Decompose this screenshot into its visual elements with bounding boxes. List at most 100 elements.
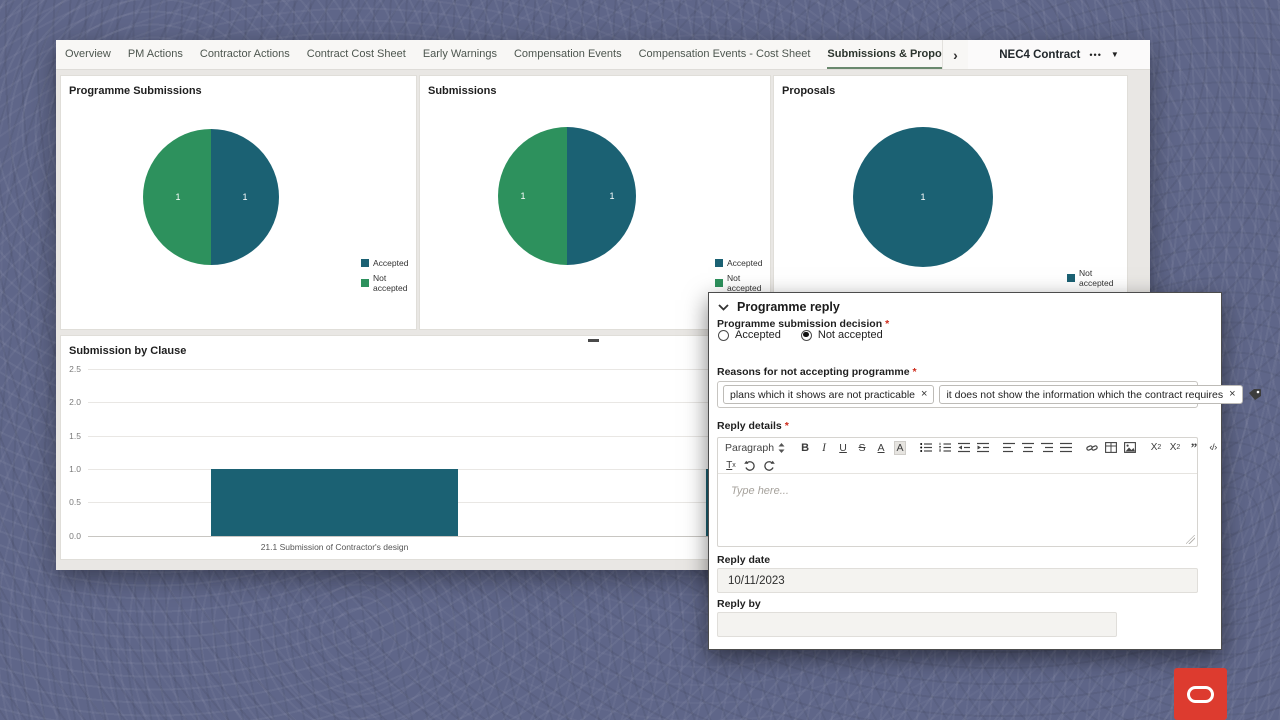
chart-legend: Accepted Not accepted (361, 258, 416, 293)
tab-compensation-events-cost-sheet[interactable]: Compensation Events - Cost Sheet (638, 48, 811, 60)
reply-date-label: Reply date (717, 554, 771, 566)
align-right-button[interactable] (1041, 440, 1054, 455)
chip-label: plans which it shows are not practicable (730, 388, 916, 401)
font-color-button[interactable]: A (877, 441, 885, 454)
reason-picker-tag-icon[interactable] (1248, 388, 1262, 401)
legend-label: Not accepted (727, 273, 762, 293)
chart-title: Submission by Clause (69, 345, 187, 357)
chip-remove-icon[interactable]: × (921, 388, 928, 400)
y-tick-label: 2.0 (69, 397, 81, 407)
tab-pm-actions[interactable]: PM Actions (127, 48, 183, 60)
pie-chart-proposals[interactable] (853, 127, 993, 267)
y-tick-label: 2.5 (69, 364, 81, 374)
tab-early-warnings[interactable]: Early Warnings (422, 48, 497, 60)
underline-button[interactable]: U (839, 441, 847, 454)
radio-icon-selected[interactable] (800, 329, 812, 341)
decision-label: Programme submission decision * (717, 318, 890, 330)
required-mark: * (885, 318, 890, 330)
reason-chip: it does not show the information which t… (939, 385, 1243, 404)
chip-remove-icon[interactable]: × (1229, 388, 1236, 400)
rich-text-editor: Paragraph B I U S A A (717, 437, 1217, 547)
bold-button[interactable]: B (801, 441, 810, 454)
resize-handle[interactable] (1186, 535, 1195, 544)
editor-toolbar-row1: Paragraph B I U S A A (718, 438, 1217, 457)
context-caret-icon[interactable]: ▼ (1110, 50, 1119, 59)
reasons-label: Reasons for not accepting programme * (717, 366, 917, 378)
blockquote-button[interactable]: ” (1190, 439, 1198, 455)
tab-contractor-actions[interactable]: Contractor Actions (199, 48, 290, 60)
chart-legend: Accepted Not accepted (715, 258, 770, 293)
contract-context: NEC4 Contract ••• ▼ (968, 40, 1150, 69)
legend-swatch-green (715, 279, 723, 287)
bullet-list-button[interactable] (920, 440, 933, 455)
reply-date-input[interactable]: 10/11/2023 (717, 568, 1198, 593)
numbered-list-button[interactable] (939, 440, 952, 455)
legend-item-accepted[interactable]: Accepted (715, 258, 770, 268)
chevron-down-icon (718, 303, 729, 311)
legend-label: Not accepted (1079, 268, 1114, 288)
x-axis-line (88, 536, 1123, 537)
context-menu-icon[interactable]: ••• (1089, 49, 1102, 60)
legend-item-not-accepted[interactable]: Not accepted (715, 273, 770, 293)
reply-by-input[interactable] (717, 612, 1117, 637)
reply-by-label: Reply by (717, 598, 761, 610)
insert-image-button[interactable] (1124, 440, 1136, 455)
tab-compensation-events[interactable]: Compensation Events (513, 48, 622, 60)
insert-table-button[interactable] (1105, 440, 1117, 455)
indent-button[interactable] (977, 440, 990, 455)
up-down-caret-icon (778, 442, 785, 453)
redo-button[interactable] (763, 458, 775, 473)
legend-item-not-accepted[interactable]: Not accepted (1067, 268, 1127, 288)
pie-chart-programme-submissions[interactable] (143, 129, 279, 265)
undo-button[interactable] (744, 458, 756, 473)
code-button[interactable]: ‹/› (1209, 442, 1217, 453)
gridline (88, 369, 1123, 370)
x-category-label: 21.1 Submission of Contractor's design (260, 542, 409, 552)
legend-swatch-green (361, 279, 369, 287)
dialog-title: Programme reply (737, 300, 840, 314)
legend-item-not-accepted[interactable]: Not accepted (361, 273, 416, 293)
chip-label: it does not show the information which t… (946, 388, 1224, 401)
contract-title: NEC4 Contract (999, 48, 1081, 61)
legend-label: Not accepted (373, 273, 408, 293)
panel-drag-handle[interactable] (588, 339, 599, 342)
outdent-button[interactable] (958, 440, 971, 455)
legend-item-accepted[interactable]: Accepted (361, 258, 416, 268)
tab-overflow-chevron-icon[interactable]: › (942, 40, 968, 69)
legend-swatch-teal (361, 259, 369, 267)
justify-button[interactable] (1060, 440, 1073, 455)
radio-not-accepted[interactable]: Not accepted (800, 329, 883, 341)
oracle-o-icon (1187, 685, 1214, 703)
paragraph-style-dropdown[interactable]: Paragraph (725, 442, 785, 454)
bar-clause-21-1[interactable] (211, 469, 458, 536)
y-tick-label: 1.5 (69, 431, 81, 441)
panel-submissions: Submissions 1 1 Accepted Not accepted (419, 75, 771, 330)
dialog-collapse-header[interactable]: Programme reply (718, 300, 840, 314)
reply-details-textarea[interactable]: Type here... (718, 474, 1197, 546)
y-tick-label: 1.0 (69, 464, 81, 474)
highlight-color-button[interactable]: A (894, 440, 907, 455)
pie-chart-submissions[interactable] (498, 127, 636, 265)
tab-overview[interactable]: Overview (65, 48, 111, 60)
strikethrough-button[interactable]: S (858, 441, 866, 454)
radio-accepted[interactable]: Accepted (718, 329, 781, 341)
tab-submissions-proposals[interactable]: Submissions & Proposals (827, 40, 942, 69)
reason-chip: plans which it shows are not practicable… (723, 385, 935, 404)
italic-button[interactable]: I (822, 441, 826, 454)
link-button[interactable] (1086, 440, 1098, 455)
radio-label: Accepted (735, 329, 781, 341)
gridline (88, 436, 1123, 437)
radio-icon[interactable] (718, 329, 729, 341)
radio-label: Not accepted (817, 329, 883, 341)
required-mark: * (912, 366, 917, 378)
decision-radio-group: Accepted Not accepted (718, 329, 883, 341)
reasons-tag-input[interactable]: plans which it shows are not practicable… (717, 381, 1261, 408)
align-center-button[interactable] (1022, 440, 1035, 455)
panel-programme-submissions: Programme Submissions 1 1 Accepted Not a… (60, 75, 417, 330)
align-left-button[interactable] (1003, 440, 1016, 455)
tab-contract-cost-sheet[interactable]: Contract Cost Sheet (306, 48, 406, 60)
